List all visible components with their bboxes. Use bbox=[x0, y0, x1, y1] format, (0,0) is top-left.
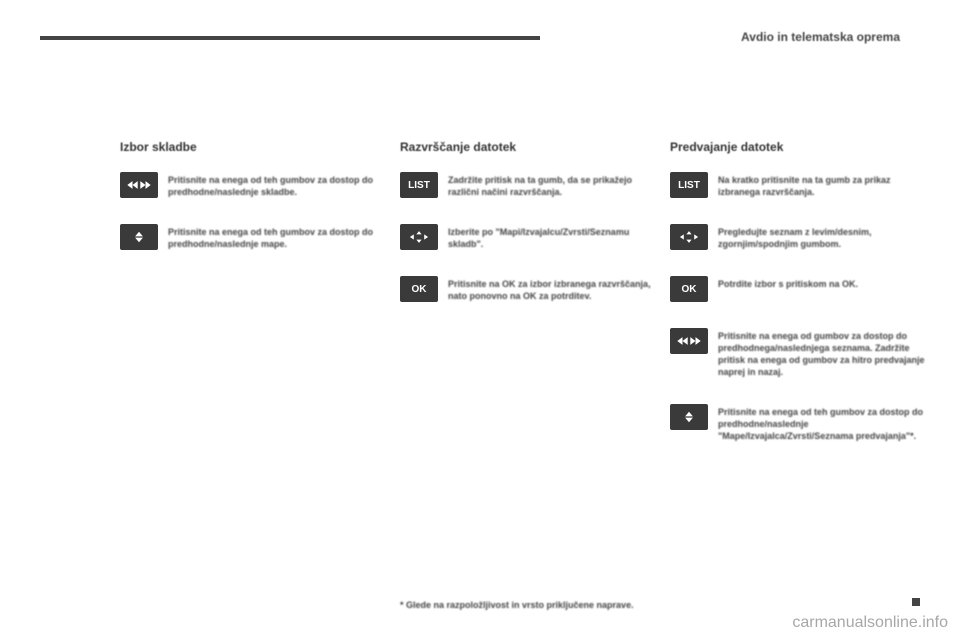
col-izbor-skladbe: Izbor skladbe Pritisnite na enega od teh… bbox=[120, 140, 380, 276]
section-title: Predvajanje datotek bbox=[670, 140, 930, 154]
icon-label: LIST bbox=[678, 180, 700, 191]
item-desc: Pregledujte seznam z levim/desnim, zgorn… bbox=[718, 224, 930, 250]
page: Avdio in telematska oprema Izbor skladbe… bbox=[0, 0, 960, 640]
dpad-icon bbox=[670, 224, 708, 250]
item-desc: Potrdite izbor s pritiskom na OK. bbox=[718, 276, 858, 290]
icon-label: OK bbox=[412, 284, 427, 295]
item-desc: Na kratko pritisnite na ta gumb za prika… bbox=[718, 172, 930, 198]
item-row: Pritisnite na enega od teh gumbov za dos… bbox=[120, 172, 380, 198]
header-right-title: Avdio in telematska oprema bbox=[741, 30, 900, 44]
item-row: LIST Zadržite pritisk na ta gumb, da se … bbox=[400, 172, 660, 198]
icon-label: OK bbox=[682, 284, 697, 295]
item-row: LIST Na kratko pritisnite na ta gumb za … bbox=[670, 172, 930, 198]
item-desc: Zadržite pritisk na ta gumb, da se prika… bbox=[448, 172, 660, 198]
item-row: OK Pritisnite na OK za izbor izbranega r… bbox=[400, 276, 660, 302]
ok-button-icon: OK bbox=[400, 276, 438, 302]
watermark: carmanualsonline.info bbox=[792, 614, 948, 632]
col-predvajanje: Predvajanje datotek LIST Na kratko priti… bbox=[670, 140, 930, 468]
item-row: Izberite po "Mapi/Izvajalcu/Zvrsti/Sezna… bbox=[400, 224, 660, 250]
list-button-icon: LIST bbox=[400, 172, 438, 198]
icon-label: LIST bbox=[408, 180, 430, 191]
item-row: Pritisnite na enega od gumbov za dostop … bbox=[670, 328, 930, 378]
item-row: OK Potrdite izbor s pritiskom na OK. bbox=[670, 276, 930, 302]
dpad-icon bbox=[400, 224, 438, 250]
section-title: Razvrščanje datotek bbox=[400, 140, 660, 154]
item-desc: Pritisnite na enega od teh gumbov za dos… bbox=[168, 172, 380, 198]
list-button-icon: LIST bbox=[670, 172, 708, 198]
item-row: Pregledujte seznam z levim/desnim, zgorn… bbox=[670, 224, 930, 250]
seek-prev-next-icon bbox=[120, 172, 158, 198]
up-down-icon bbox=[120, 224, 158, 250]
item-row: Pritisnite na enega od teh gumbov za dos… bbox=[670, 404, 930, 442]
section-title: Izbor skladbe bbox=[120, 140, 380, 154]
up-down-icon bbox=[670, 404, 708, 430]
col-razvrscanje: Razvrščanje datotek LIST Zadržite pritis… bbox=[400, 140, 660, 328]
item-desc: Pritisnite na enega od teh gumbov za dos… bbox=[718, 404, 930, 442]
ok-button-icon: OK bbox=[670, 276, 708, 302]
header-rule bbox=[40, 36, 540, 40]
item-desc: Pritisnite na OK za izbor izbranega razv… bbox=[448, 276, 660, 302]
item-desc: Izberite po "Mapi/Izvajalcu/Zvrsti/Sezna… bbox=[448, 224, 660, 250]
item-desc: Pritisnite na enega od gumbov za dostop … bbox=[718, 328, 930, 378]
item-row: Pritisnite na enega od teh gumbov za dos… bbox=[120, 224, 380, 250]
footnote: * Glede na razpoložljivost in vrsto prik… bbox=[400, 600, 634, 610]
page-marker bbox=[912, 598, 920, 606]
item-desc: Pritisnite na enega od teh gumbov za dos… bbox=[168, 224, 380, 250]
seek-prev-next-icon bbox=[670, 328, 708, 354]
